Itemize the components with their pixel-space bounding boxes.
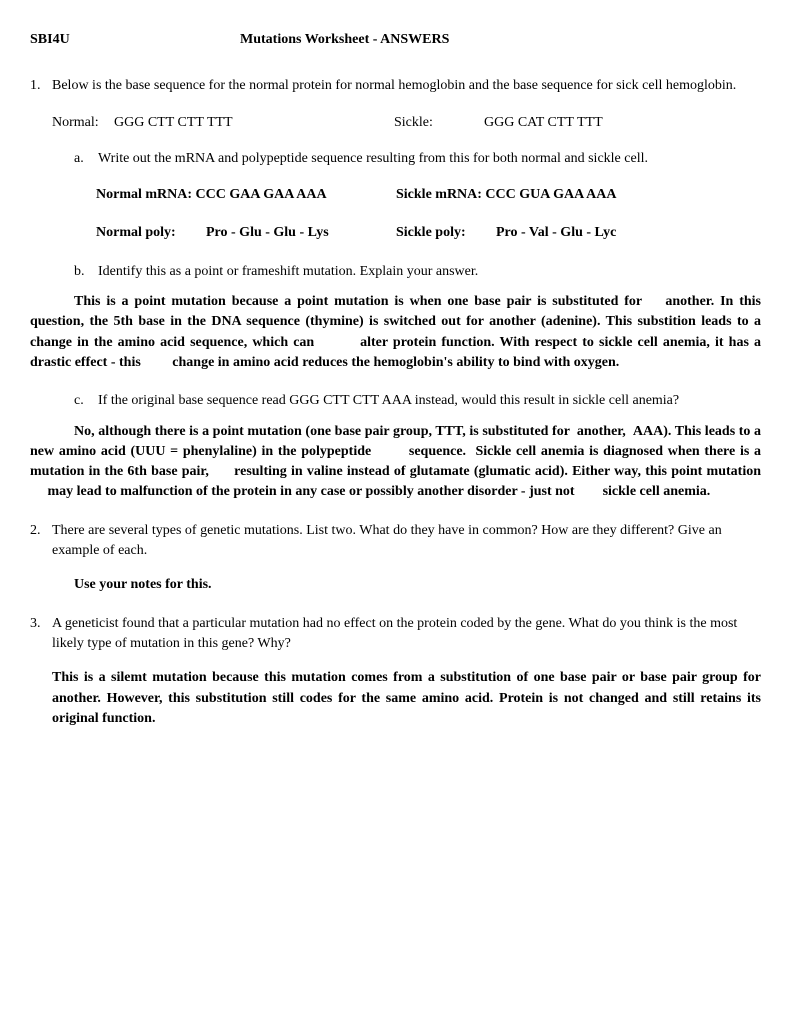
answer-1c: No, although there is a point mutation (… — [30, 422, 761, 503]
answer-3: This is a silemt mutation because this m… — [52, 668, 761, 729]
sub-text: If the original base sequence read GGG C… — [98, 391, 761, 411]
sequence-row: Normal: GGG CTT CTT TTT Sickle: GGG CAT … — [52, 113, 761, 133]
normal-sequence: GGG CTT CTT TTT — [114, 113, 394, 133]
sub-letter: b. — [74, 262, 98, 282]
question-1b: b. Identify this as a point or frameshif… — [74, 262, 761, 282]
mrna-row: Normal mRNA: CCC GAA GAA AAA Sickle mRNA… — [96, 185, 761, 205]
page-header: SBI4U Mutations Worksheet - ANSWERS — [30, 30, 761, 50]
question-1a: a. Write out the mRNA and polypeptide se… — [74, 149, 761, 169]
question-number: 2. — [30, 521, 52, 562]
question-2: 2. There are several types of genetic mu… — [30, 521, 761, 562]
sub-text: Identify this as a point or frameshift m… — [98, 262, 761, 282]
sub-text: Write out the mRNA and polypeptide seque… — [98, 149, 761, 169]
page-title: Mutations Worksheet - ANSWERS — [240, 30, 449, 50]
question-3: 3. A geneticist found that a particular … — [30, 614, 761, 655]
question-text: A geneticist found that a particular mut… — [52, 614, 761, 655]
sickle-mrna: Sickle mRNA: CCC GUA GAA AAA — [396, 185, 617, 205]
normal-poly-label: Normal poly: — [96, 223, 206, 243]
question-number: 3. — [30, 614, 52, 655]
answer-2: Use your notes for this. — [74, 575, 761, 595]
sub-letter: c. — [74, 391, 98, 411]
poly-row: Normal poly: Pro - Glu - Glu - Lys Sickl… — [96, 223, 761, 243]
course-code: SBI4U — [30, 30, 240, 50]
sickle-sequence: GGG CAT CTT TTT — [484, 113, 603, 133]
question-number: 1. — [30, 76, 52, 96]
sickle-poly-label: Sickle poly: — [396, 223, 496, 243]
normal-mrna: Normal mRNA: CCC GAA GAA AAA — [96, 185, 396, 205]
sickle-label: Sickle: — [394, 113, 484, 133]
normal-label: Normal: — [52, 113, 114, 133]
question-text: Below is the base sequence for the norma… — [52, 76, 761, 96]
question-text: There are several types of genetic mutat… — [52, 521, 761, 562]
sickle-poly-value: Pro - Val - Glu - Lyc — [496, 223, 616, 243]
sub-letter: a. — [74, 149, 98, 169]
question-1: 1. Below is the base sequence for the no… — [30, 76, 761, 96]
answer-1b: This is a point mutation because a point… — [30, 292, 761, 373]
normal-poly-value: Pro - Glu - Glu - Lys — [206, 223, 396, 243]
question-1c: c. If the original base sequence read GG… — [74, 391, 761, 411]
